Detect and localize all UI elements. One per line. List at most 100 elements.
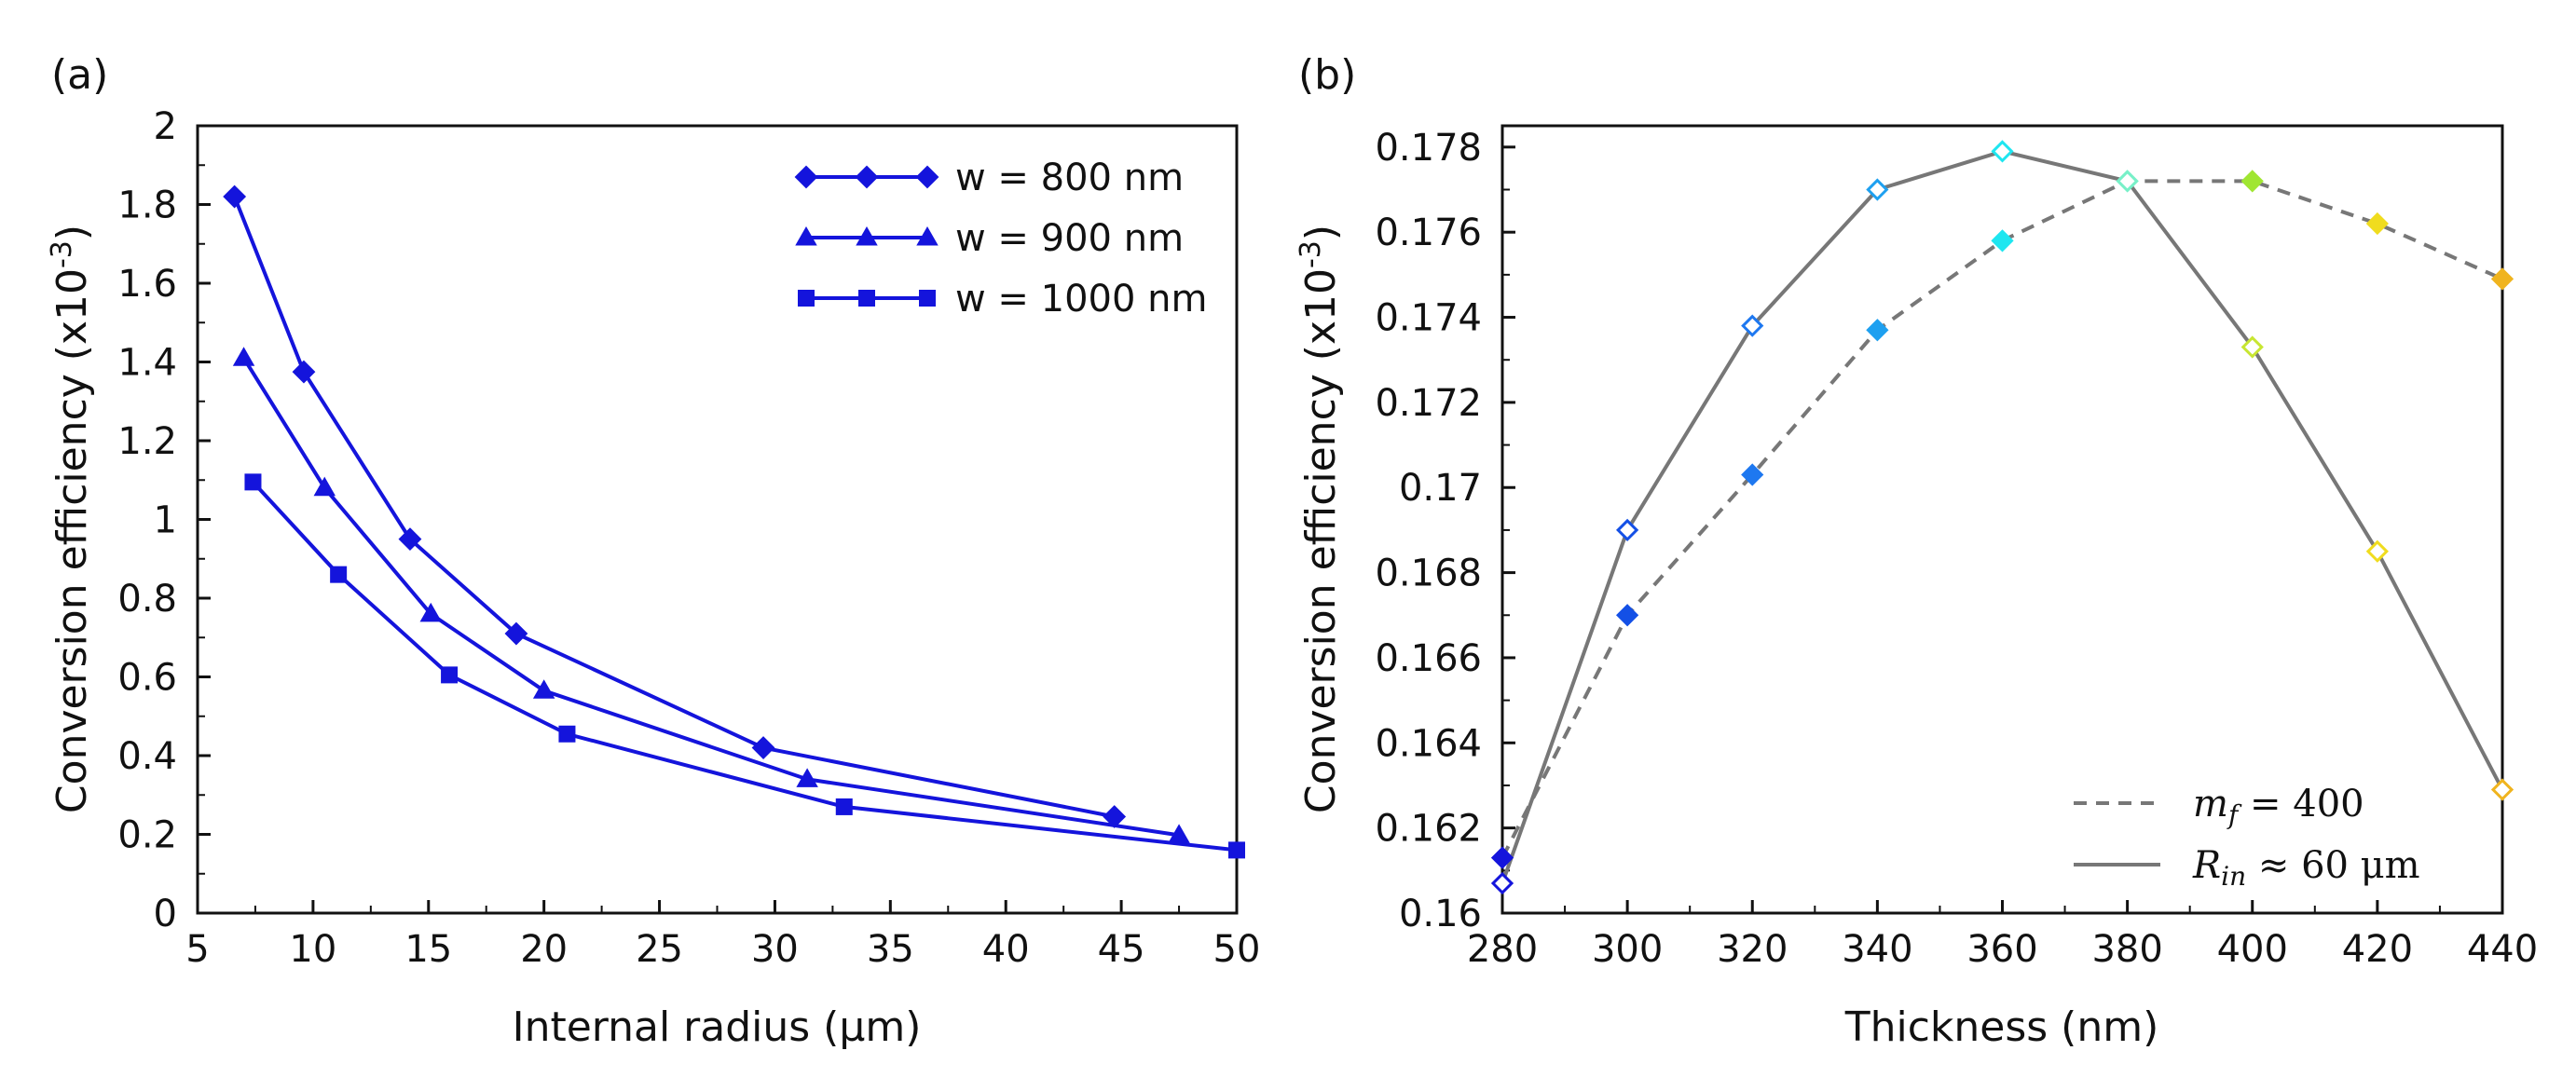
y-tick-label: 0.16 <box>1399 893 1482 935</box>
panel-b-label: (b) <box>1298 51 1356 99</box>
y-tick-label: 0.168 <box>1375 553 1482 595</box>
panel-b-chart: (b) 280 300 320 340 360 380 400 420 440 0.16 0.162… <box>1295 51 2538 1051</box>
legend-solid-label: Rin ≈ 60 μm <box>2192 844 2420 892</box>
y-tick-label: 0.166 <box>1375 637 1482 680</box>
y-tick-label: 0.162 <box>1375 808 1482 851</box>
legend-marker <box>858 290 875 307</box>
x-tick-label: 5 <box>185 928 209 971</box>
legend-marker <box>856 225 878 246</box>
x-tick-label: 420 <box>2342 928 2413 971</box>
legend-marker <box>795 225 817 246</box>
data-point <box>2240 335 2264 359</box>
legend-marker <box>915 165 939 189</box>
data-point <box>244 473 262 491</box>
data-point <box>2365 212 2389 236</box>
legend-label: w = 900 nm <box>955 217 1184 260</box>
panel-a-series <box>223 184 1245 859</box>
series-line <box>241 357 1180 838</box>
data-point <box>2490 778 2514 801</box>
y-tick-label: 0.8 <box>117 578 177 621</box>
x-tick-label: 20 <box>520 928 568 971</box>
data-point <box>1616 518 1639 542</box>
data-point <box>1490 846 1514 869</box>
data-point <box>1228 841 1245 859</box>
data-point <box>419 602 442 622</box>
y-tick-label: 0.174 <box>1375 297 1482 340</box>
data-point <box>1991 140 2014 163</box>
x-tick-label: 15 <box>404 928 452 971</box>
legend-marker <box>916 225 939 246</box>
x-tick-label: 40 <box>982 928 1030 971</box>
data-point <box>1991 229 2014 252</box>
data-point <box>835 798 853 815</box>
y-tick-label: 1.2 <box>117 420 177 463</box>
y-tick-label: 0.2 <box>117 814 177 857</box>
panel-b-y-axis-title: Conversion efficiency (x10-3) <box>1295 225 1345 813</box>
data-point <box>504 621 528 646</box>
panel-a-ticks: 5 10 15 20 25 30 35 40 45 50 0 0.2 0.4 0.6 0.8 1 1.2 1.4 1… <box>117 105 1260 971</box>
x-tick-label: 300 <box>1592 928 1663 971</box>
x-tick-label: 25 <box>636 928 683 971</box>
data-point <box>558 725 576 743</box>
legend-marker <box>798 290 815 307</box>
data-point <box>223 184 247 209</box>
x-tick-label: 340 <box>1842 928 1912 971</box>
series-line <box>1500 149 2504 884</box>
y-tick-label: 0 <box>154 893 177 935</box>
x-tick-label: 45 <box>1098 928 1145 971</box>
y-tick-label: 1.8 <box>117 184 177 227</box>
data-point <box>1741 314 1764 337</box>
x-tick-label: 30 <box>751 928 799 971</box>
data-point <box>1866 319 1889 342</box>
y-tick-label: 0.6 <box>117 657 177 700</box>
data-point <box>2365 539 2389 563</box>
data-point <box>232 347 255 366</box>
panel-b-legend: mf = 400 Rin ≈ 60 μm <box>2074 783 2420 892</box>
y-tick-label: 0.178 <box>1375 127 1482 170</box>
series-line <box>1500 179 2503 859</box>
legend-dashed-label: mf = 400 <box>2193 783 2364 830</box>
y-tick-label: 0.164 <box>1375 722 1482 765</box>
panel-b-x-axis-title: Thickness (nm) <box>1844 1003 2159 1051</box>
panel-b-ticks: 280 300 320 340 360 380 400 420 440 0.16 0.162 0.16… <box>1375 127 2538 971</box>
y-tick-label: 1 <box>154 499 177 542</box>
legend-marker <box>919 290 936 307</box>
y-tick-label: 0.17 <box>1399 467 1482 510</box>
series-line <box>251 481 1238 853</box>
y-tick-label: 0.172 <box>1375 382 1482 425</box>
panel-b-series <box>1490 140 2514 895</box>
data-point <box>1866 178 1889 201</box>
data-point <box>1490 871 1514 895</box>
data-point <box>2116 170 2139 193</box>
legend-label: w = 1000 nm <box>955 278 1208 321</box>
data-point <box>1616 604 1639 627</box>
data-point <box>1741 463 1764 486</box>
data-point <box>2490 267 2514 291</box>
data-point <box>796 768 818 787</box>
x-tick-label: 320 <box>1717 928 1788 971</box>
data-point <box>2240 170 2264 193</box>
y-tick-label: 0.176 <box>1375 212 1482 254</box>
series-line <box>232 196 1116 819</box>
data-point <box>292 360 316 384</box>
data-point <box>532 679 555 699</box>
panel-a-label: (a) <box>51 51 108 99</box>
panel-a-y-axis-title: Conversion efficiency (x10-3) <box>46 225 96 813</box>
x-tick-label: 360 <box>1966 928 2037 971</box>
x-tick-label: 35 <box>867 928 914 971</box>
x-tick-label: 280 <box>1467 928 1538 971</box>
data-point <box>313 476 336 497</box>
x-tick-label: 380 <box>2091 928 2162 971</box>
y-tick-label: 2 <box>154 105 177 148</box>
data-point <box>330 566 348 583</box>
x-tick-label: 400 <box>2217 928 2288 971</box>
y-tick-label: 0.4 <box>117 735 177 778</box>
data-point <box>398 527 422 552</box>
legend-label: w = 800 nm <box>955 157 1184 199</box>
x-tick-label: 50 <box>1213 928 1261 971</box>
x-tick-label: 10 <box>289 928 336 971</box>
legend-marker <box>794 165 818 189</box>
x-tick-label: 440 <box>2467 928 2538 971</box>
data-point <box>751 736 775 759</box>
